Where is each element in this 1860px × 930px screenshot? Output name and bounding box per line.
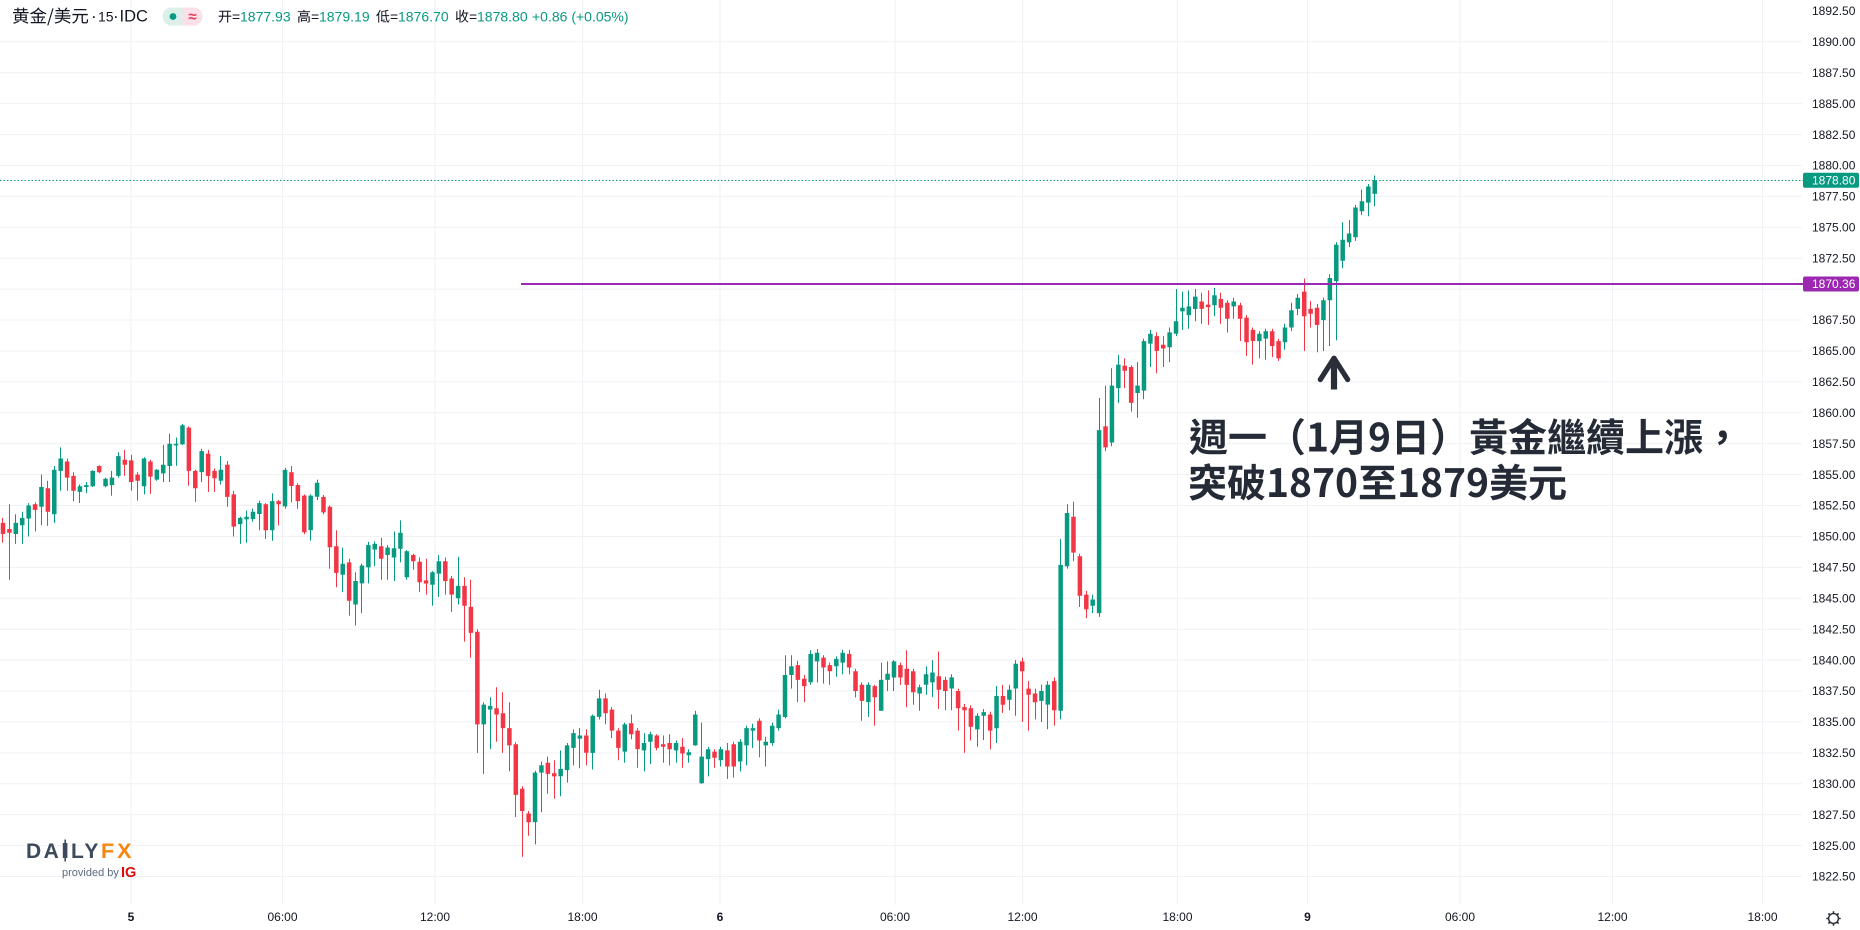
svg-text:1892.50: 1892.50 [1812, 4, 1856, 18]
svg-text:1877.50: 1877.50 [1812, 190, 1856, 204]
svg-text:1887.50: 1887.50 [1812, 66, 1856, 80]
svg-text:1832.50: 1832.50 [1812, 746, 1856, 760]
svg-text:1865.00: 1865.00 [1812, 344, 1856, 358]
svg-text:1867.50: 1867.50 [1812, 313, 1856, 327]
svg-text:1830.00: 1830.00 [1812, 777, 1856, 791]
svg-text:1877.93: 1877.93 [240, 9, 291, 25]
svg-text:1878.80: 1878.80 [477, 9, 528, 25]
svg-text:1870.36: 1870.36 [1812, 277, 1856, 291]
svg-text:1852.50: 1852.50 [1812, 499, 1856, 513]
svg-text:=: = [469, 9, 477, 25]
svg-text:1837.50: 1837.50 [1812, 684, 1856, 698]
svg-text:+0.86 (+0.05%): +0.86 (+0.05%) [532, 9, 629, 25]
svg-text:provided by: provided by [62, 867, 119, 879]
svg-text:1825.00: 1825.00 [1812, 839, 1856, 853]
svg-text:IDC: IDC [120, 8, 149, 26]
svg-text:5: 5 [128, 910, 135, 924]
svg-text:1876.70: 1876.70 [398, 9, 449, 25]
svg-text:1862.50: 1862.50 [1812, 375, 1856, 389]
svg-text:1860.00: 1860.00 [1812, 406, 1856, 420]
svg-text:1875.00: 1875.00 [1812, 221, 1856, 235]
svg-text:1885.00: 1885.00 [1812, 97, 1856, 111]
svg-text:1827.50: 1827.50 [1812, 808, 1856, 822]
svg-text:1855.00: 1855.00 [1812, 468, 1856, 482]
svg-text:≈: ≈ [188, 9, 196, 26]
svg-text:1840.00: 1840.00 [1812, 653, 1856, 667]
svg-text:LY: LY [71, 840, 101, 863]
svg-text:·: · [91, 7, 97, 26]
svg-text:06:00: 06:00 [267, 910, 297, 924]
svg-text:18:00: 18:00 [567, 910, 597, 924]
svg-text:=: = [232, 9, 240, 25]
svg-text:1845.00: 1845.00 [1812, 592, 1856, 606]
svg-text:1842.50: 1842.50 [1812, 622, 1856, 636]
svg-text:1879.19: 1879.19 [319, 9, 370, 25]
svg-text:=: = [311, 9, 319, 25]
svg-text:1835.00: 1835.00 [1812, 715, 1856, 729]
svg-text:IG: IG [121, 865, 136, 881]
svg-text:1822.50: 1822.50 [1812, 870, 1856, 884]
svg-text:1850.00: 1850.00 [1812, 530, 1856, 544]
svg-text:1880.00: 1880.00 [1812, 159, 1856, 173]
svg-text:1872.50: 1872.50 [1812, 251, 1856, 265]
svg-text:·: · [113, 7, 119, 26]
svg-text:1847.50: 1847.50 [1812, 561, 1856, 575]
svg-text:12:00: 12:00 [1597, 910, 1627, 924]
svg-text:DA: DA [26, 840, 61, 863]
svg-text:=: = [390, 9, 398, 25]
svg-text:1882.50: 1882.50 [1812, 128, 1856, 142]
svg-text:15: 15 [98, 9, 114, 25]
svg-text:9: 9 [1304, 910, 1311, 924]
svg-text:18:00: 18:00 [1747, 910, 1777, 924]
svg-text:06:00: 06:00 [1445, 910, 1475, 924]
svg-text:12:00: 12:00 [1007, 910, 1037, 924]
svg-text:1878.80: 1878.80 [1812, 174, 1856, 188]
svg-text:12:00: 12:00 [420, 910, 450, 924]
svg-text:1857.50: 1857.50 [1812, 437, 1856, 451]
svg-text:06:00: 06:00 [880, 910, 910, 924]
svg-text:18:00: 18:00 [1162, 910, 1192, 924]
svg-text:6: 6 [717, 910, 724, 924]
svg-text:FX: FX [101, 839, 134, 863]
svg-text:1890.00: 1890.00 [1812, 35, 1856, 49]
